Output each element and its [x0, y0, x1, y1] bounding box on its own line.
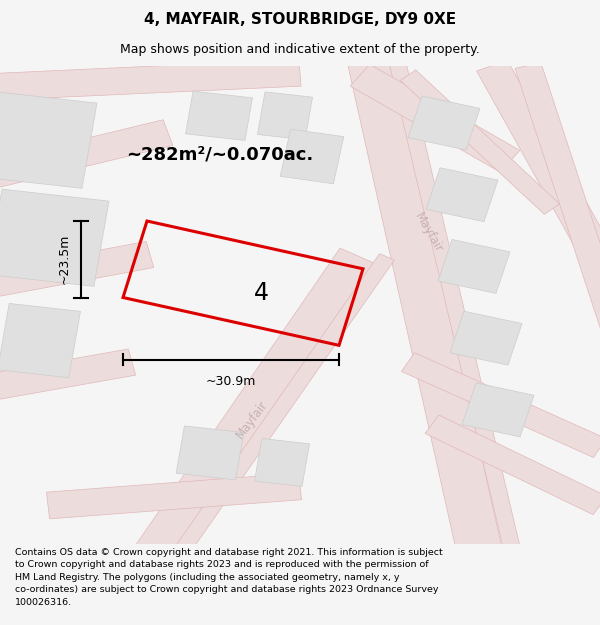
- Polygon shape: [46, 473, 302, 519]
- Polygon shape: [0, 349, 136, 404]
- Text: Mayfair: Mayfair: [412, 211, 446, 256]
- Polygon shape: [462, 383, 534, 437]
- Polygon shape: [0, 91, 97, 188]
- Polygon shape: [515, 63, 600, 379]
- Polygon shape: [347, 53, 502, 556]
- Polygon shape: [400, 70, 560, 214]
- Polygon shape: [408, 96, 480, 150]
- Polygon shape: [350, 64, 520, 172]
- Polygon shape: [173, 254, 394, 557]
- Polygon shape: [438, 239, 510, 293]
- Polygon shape: [388, 55, 521, 554]
- Text: Map shows position and indicative extent of the property.: Map shows position and indicative extent…: [120, 42, 480, 56]
- Polygon shape: [185, 91, 253, 141]
- Polygon shape: [136, 248, 380, 562]
- Polygon shape: [0, 189, 109, 286]
- Polygon shape: [254, 439, 310, 486]
- Polygon shape: [280, 129, 344, 184]
- Polygon shape: [401, 352, 600, 458]
- Polygon shape: [450, 311, 522, 365]
- Polygon shape: [0, 241, 154, 301]
- Polygon shape: [0, 59, 301, 101]
- Polygon shape: [425, 415, 600, 514]
- Text: 4: 4: [253, 281, 268, 305]
- Polygon shape: [476, 60, 600, 286]
- Polygon shape: [257, 92, 313, 140]
- Text: ~282m²/~0.070ac.: ~282m²/~0.070ac.: [126, 145, 313, 163]
- Text: ~30.9m: ~30.9m: [206, 374, 256, 388]
- Text: Contains OS data © Crown copyright and database right 2021. This information is : Contains OS data © Crown copyright and d…: [15, 548, 443, 607]
- Text: 4, MAYFAIR, STOURBRIDGE, DY9 0XE: 4, MAYFAIR, STOURBRIDGE, DY9 0XE: [144, 12, 456, 27]
- Polygon shape: [426, 168, 498, 222]
- Polygon shape: [0, 303, 80, 378]
- Text: ~23.5m: ~23.5m: [58, 234, 71, 284]
- Polygon shape: [176, 426, 244, 480]
- Polygon shape: [0, 120, 173, 193]
- Text: Mayfair: Mayfair: [233, 398, 271, 441]
